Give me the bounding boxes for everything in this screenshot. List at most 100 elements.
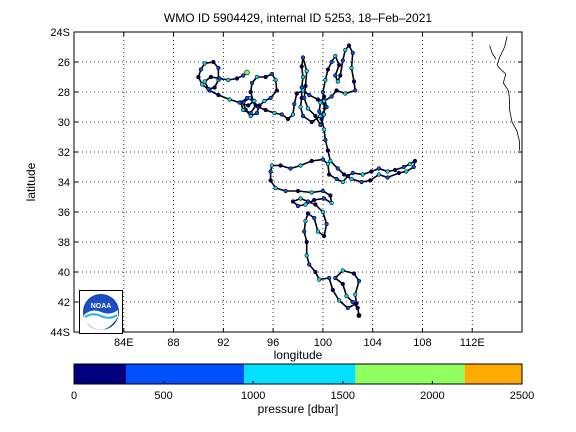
track-point bbox=[333, 275, 338, 281]
colorbar-tick-label: 1000 bbox=[241, 390, 265, 402]
x-tick-label: 96 bbox=[267, 337, 279, 349]
track-point bbox=[356, 278, 362, 284]
track-point bbox=[323, 77, 328, 83]
track-point bbox=[322, 233, 327, 239]
track-point bbox=[393, 167, 398, 173]
track-point bbox=[200, 82, 205, 87]
track-point bbox=[340, 281, 345, 287]
track-point bbox=[303, 83, 308, 89]
track-point bbox=[300, 113, 306, 119]
track-point bbox=[269, 163, 275, 168]
track-point bbox=[343, 47, 348, 53]
track-point bbox=[351, 271, 357, 276]
track-start-point bbox=[356, 313, 362, 318]
track-point bbox=[249, 80, 255, 86]
track-point bbox=[354, 301, 359, 306]
track-point bbox=[320, 89, 326, 95]
track-point bbox=[350, 170, 355, 176]
colorbar-tick-label: 1500 bbox=[331, 390, 355, 402]
noaa-emblem-icon: NOAA bbox=[83, 294, 119, 330]
track-point bbox=[302, 95, 307, 101]
track-point bbox=[298, 163, 303, 168]
track-point bbox=[341, 172, 347, 177]
y-tick-label: 36 bbox=[58, 207, 70, 219]
track-point bbox=[304, 68, 309, 74]
track-point bbox=[329, 59, 334, 65]
x-tick-label: 84E bbox=[114, 337, 134, 349]
x-tick-label: 100 bbox=[314, 337, 332, 349]
track-point bbox=[315, 229, 321, 234]
track-point bbox=[335, 79, 340, 84]
track-point bbox=[329, 94, 334, 99]
track-point bbox=[283, 188, 288, 194]
track-point bbox=[269, 71, 275, 77]
track-point bbox=[278, 163, 283, 168]
colorbar-segment bbox=[74, 364, 126, 384]
track-point bbox=[292, 101, 297, 107]
track-point bbox=[202, 61, 207, 66]
track-point bbox=[312, 215, 317, 221]
track-point bbox=[305, 211, 311, 216]
track-point bbox=[309, 158, 314, 164]
track-point bbox=[323, 137, 328, 143]
track-point bbox=[315, 97, 321, 102]
colorbar-segment bbox=[355, 364, 465, 384]
track-point bbox=[318, 113, 323, 119]
track-point bbox=[274, 88, 279, 93]
track-point bbox=[307, 92, 312, 98]
track-point bbox=[248, 110, 253, 116]
track-point bbox=[208, 74, 213, 80]
track-point bbox=[309, 190, 314, 195]
track-point bbox=[288, 166, 293, 171]
track-point bbox=[385, 169, 390, 174]
track-point bbox=[290, 199, 296, 204]
track-point bbox=[254, 110, 259, 116]
track-point bbox=[254, 74, 259, 80]
y-axis-label: latitude bbox=[24, 162, 38, 202]
track-point bbox=[376, 166, 382, 171]
track-point bbox=[313, 269, 318, 275]
y-tick-label: 34 bbox=[58, 177, 70, 189]
track-point bbox=[346, 43, 352, 48]
track-point bbox=[272, 110, 277, 116]
track-point bbox=[349, 65, 354, 71]
x-tick-label: 104 bbox=[363, 337, 381, 349]
track-point bbox=[344, 293, 349, 299]
track-point bbox=[303, 218, 308, 224]
track-point bbox=[337, 62, 342, 68]
track-point bbox=[313, 202, 318, 207]
track-point bbox=[322, 196, 327, 201]
track-point bbox=[325, 148, 331, 153]
track-point bbox=[268, 178, 273, 183]
track-point bbox=[322, 94, 327, 99]
track-point bbox=[263, 74, 268, 80]
colorbar-segment bbox=[244, 364, 356, 384]
track-point bbox=[304, 239, 309, 245]
track-point bbox=[226, 77, 231, 83]
track-point bbox=[268, 95, 273, 101]
colorbar-label: pressure [dbar] bbox=[257, 402, 339, 416]
track-point bbox=[412, 158, 418, 164]
y-tick-label: 28 bbox=[58, 87, 70, 99]
track-point bbox=[328, 193, 333, 198]
track-point bbox=[334, 88, 339, 93]
x-tick-label: 112E bbox=[460, 337, 485, 349]
colorbar-tick-label: 0 bbox=[71, 390, 77, 402]
track-point bbox=[411, 164, 416, 170]
colorbar-tick-label: 2500 bbox=[510, 390, 534, 402]
colorbar-segment bbox=[125, 364, 245, 384]
track-point bbox=[338, 73, 343, 78]
colorbar-tick-label: 2000 bbox=[420, 390, 444, 402]
track-point bbox=[330, 287, 335, 293]
track-point bbox=[246, 103, 251, 108]
track-point bbox=[234, 76, 240, 81]
track-point bbox=[317, 109, 322, 114]
noaa-logo: NOAA bbox=[79, 290, 123, 334]
track-point bbox=[244, 95, 250, 101]
track-point bbox=[294, 91, 299, 96]
track-point bbox=[325, 161, 331, 167]
track-point bbox=[300, 74, 306, 80]
track-point bbox=[196, 74, 201, 80]
track-point bbox=[328, 158, 333, 164]
track-point bbox=[302, 229, 307, 234]
